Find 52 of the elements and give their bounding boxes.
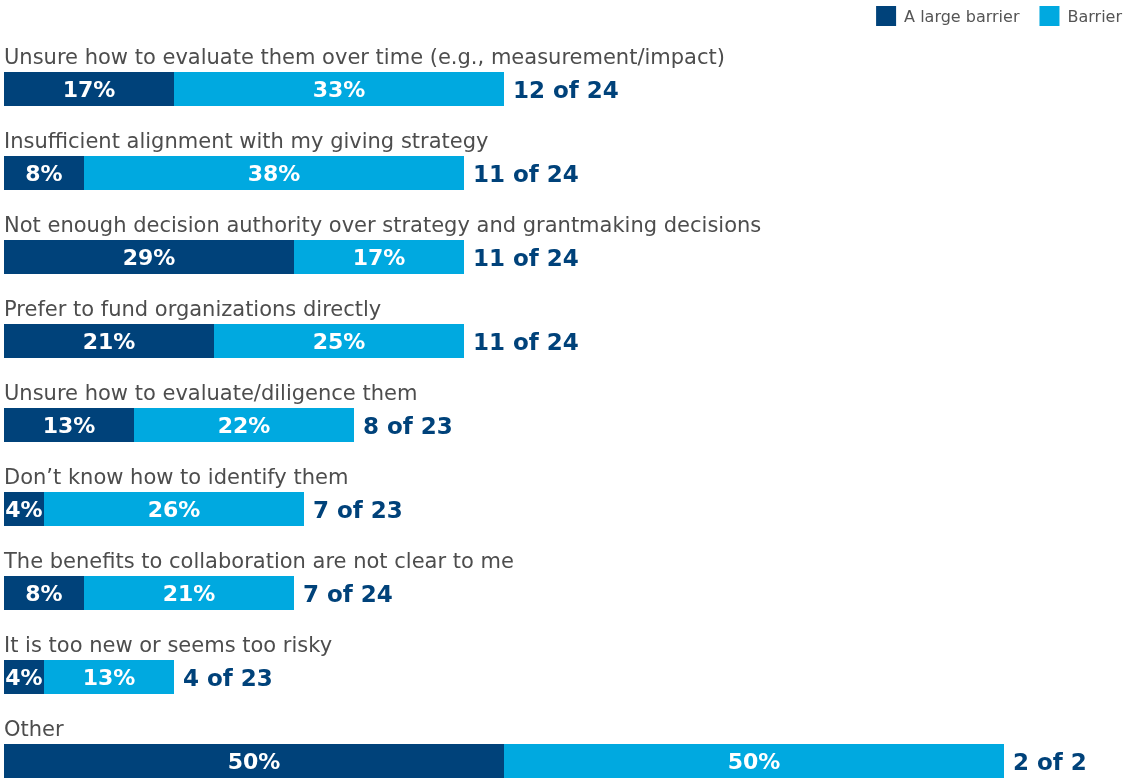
data-label: 38% (247, 161, 301, 186)
data-label: 13% (42, 413, 96, 438)
bar (44, 660, 174, 694)
data-label: 8% (25, 581, 63, 606)
bar (4, 744, 504, 778)
total-label: 2 of 2 (1013, 749, 1087, 775)
data-label: 8% (25, 161, 63, 186)
bar (4, 408, 134, 442)
data-label: 17% (62, 77, 116, 102)
bar (174, 72, 504, 106)
total-label: 11 of 24 (473, 161, 579, 187)
bar (134, 408, 354, 442)
data-label: 13% (82, 665, 136, 690)
legend-label: A large barrier (904, 7, 1020, 26)
total-label: 11 of 24 (473, 245, 579, 271)
data-label: 50% (727, 749, 781, 774)
total-label: 11 of 24 (473, 329, 579, 355)
data-label: 25% (312, 329, 366, 354)
y-tick-label: Unsure how to evaluate/diligence them (4, 381, 418, 405)
y-tick-label: Unsure how to evaluate them over time (e.g., measurement/impact) (4, 45, 725, 69)
y-tick-label: Prefer to fund organizations directly (4, 297, 382, 321)
bar (504, 744, 1004, 778)
y-tick-label: Don’t know how to identify them (4, 465, 349, 489)
total-label: 12 of 24 (513, 77, 619, 103)
bar (44, 492, 304, 526)
y-tick-label: Not enough decision authority over strategy and grantmaking decisions (4, 213, 762, 237)
bar (294, 240, 464, 274)
data-label: 21% (162, 581, 216, 606)
bar (84, 576, 294, 610)
y-tick-label: The benefits to collaboration are not clear to me (3, 549, 514, 573)
y-tick-label: Insufficient alignment with my giving strategy (4, 129, 489, 153)
data-label: 4% (5, 497, 43, 522)
bar (4, 240, 294, 274)
total-label: 8 of 23 (363, 413, 453, 439)
bar (84, 156, 464, 190)
bar (4, 72, 174, 106)
y-tick-label: Other (4, 717, 64, 741)
data-label: 4% (5, 665, 43, 690)
y-tick-label: It is too new or seems too risky (4, 633, 333, 657)
data-label: 22% (217, 413, 271, 438)
data-label: 26% (147, 497, 201, 522)
total-label: 7 of 24 (303, 581, 393, 607)
bar (214, 324, 464, 358)
legend-label: Barrier (1067, 7, 1123, 26)
data-label: 50% (227, 749, 281, 774)
data-label: 17% (352, 245, 406, 270)
data-label: 29% (122, 245, 176, 270)
data-label: 33% (312, 77, 366, 102)
total-label: 4 of 23 (183, 665, 273, 691)
data-label: 21% (82, 329, 136, 354)
total-label: 7 of 23 (313, 497, 403, 523)
bar (4, 324, 214, 358)
